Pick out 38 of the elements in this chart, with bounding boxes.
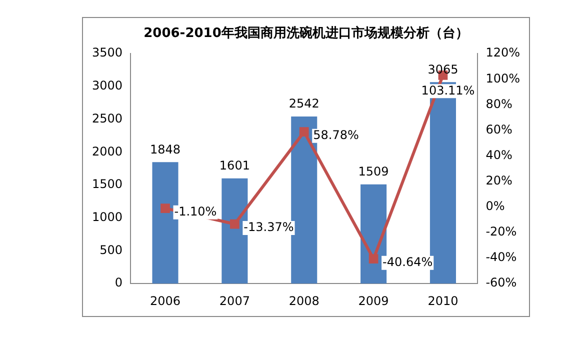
x-tick-label: 2006: [150, 294, 181, 308]
point: [368, 254, 378, 264]
data-label: 103.11%: [421, 83, 475, 98]
y-tick-label: 1000: [92, 210, 123, 224]
data-label: 1601: [219, 158, 250, 173]
y2-tick-label: 40%: [486, 148, 512, 162]
data-label: 1509: [358, 164, 389, 179]
y2-tick-label: 120%: [486, 46, 520, 60]
data-label: -13.37%: [244, 220, 294, 234]
y2-tick-label: -60%: [486, 276, 517, 290]
x-tick-label: 2008: [288, 294, 320, 308]
data-label: -1.10%: [174, 204, 217, 218]
point: [230, 219, 240, 229]
y-tick-label: 3000: [92, 78, 123, 93]
data-label: 3065: [428, 62, 458, 76]
y2-tick-label: 100%: [486, 71, 520, 86]
y2-tick-label: 0%: [486, 199, 505, 214]
data-label: 1848: [150, 142, 181, 156]
y-tick-label: 0: [114, 276, 123, 290]
data-label: 58.78%: [313, 128, 359, 142]
y2-tick-label: 20%: [486, 174, 512, 188]
y2-tick-label: -20%: [486, 224, 517, 239]
y-tick-label: 2500: [92, 111, 123, 126]
x-tick-label: 2010: [428, 294, 458, 308]
chart-title: 2006-2010年我国商用洗碗机进口市场规模分析（台）: [144, 25, 468, 42]
x-tick-label: 2007: [219, 294, 250, 308]
y2-tick-label: 80%: [486, 96, 512, 111]
data-label: 2542: [288, 96, 320, 111]
y-tick-label: 3500: [92, 46, 123, 60]
point: [299, 127, 309, 137]
x-tick-label: 2009: [358, 294, 389, 308]
point: [160, 204, 170, 214]
data-label: -40.64%: [382, 254, 433, 269]
y-tick-label: 1500: [92, 177, 123, 192]
y-tick-label: 2000: [92, 144, 123, 158]
y2-tick-label: -40%: [486, 250, 517, 264]
y2-tick-label: 60%: [486, 122, 512, 136]
y-tick-label: 500: [100, 242, 123, 257]
